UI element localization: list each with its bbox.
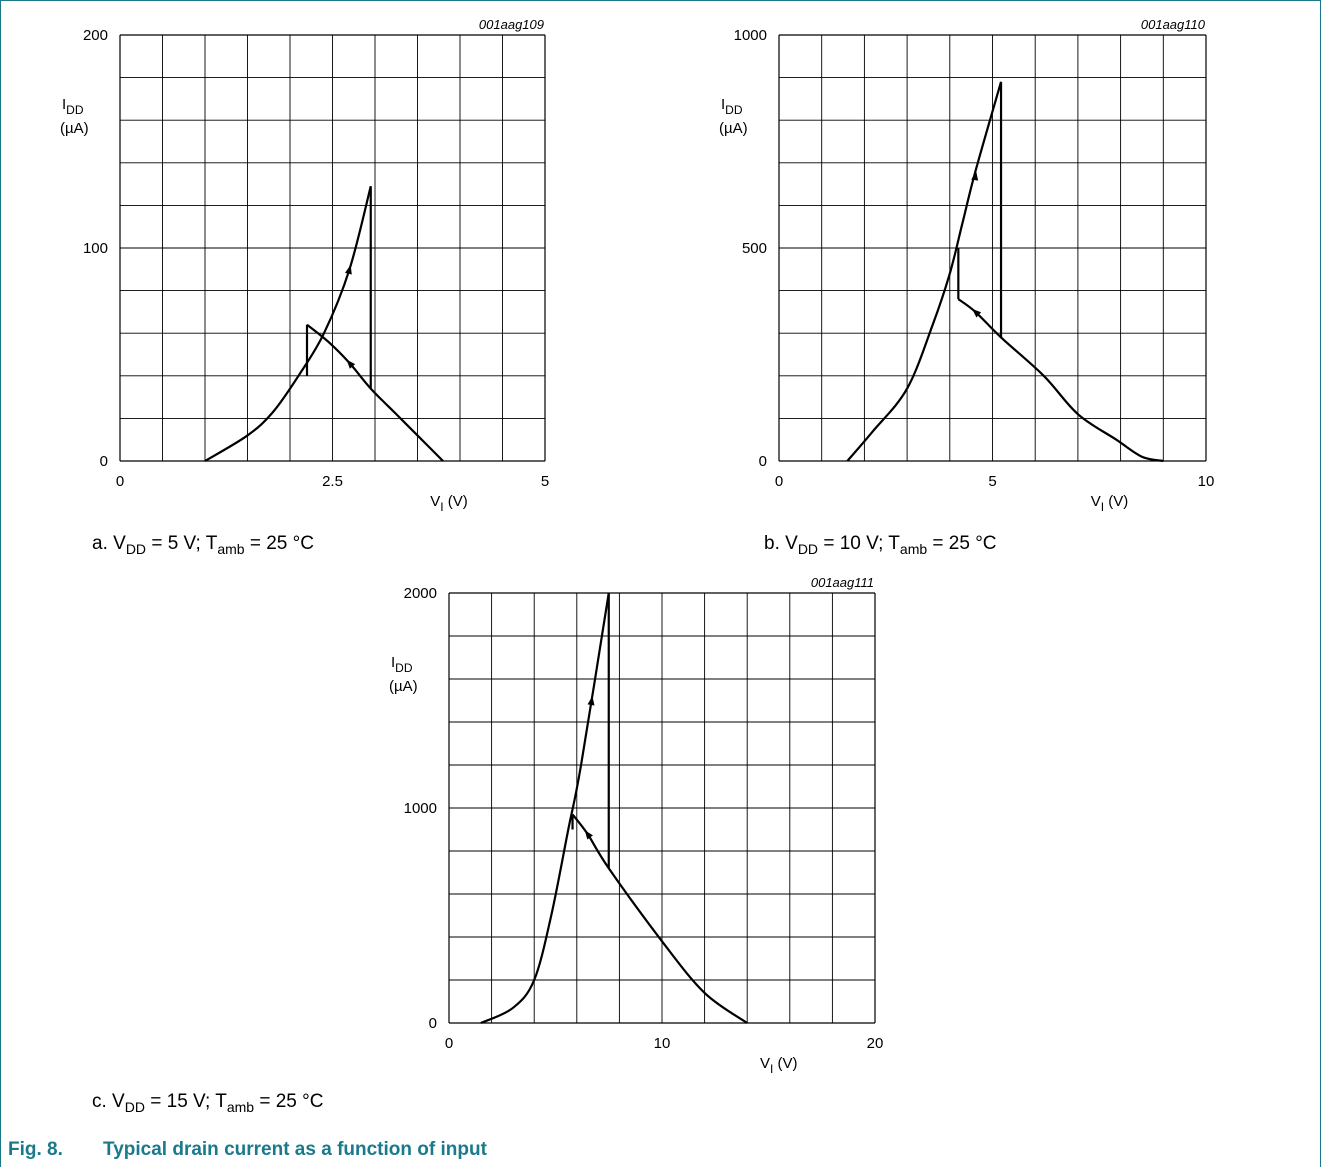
arrow-marker xyxy=(972,308,982,318)
y-axis-unit: (µA) xyxy=(719,120,748,137)
series-line xyxy=(480,592,610,1025)
arrow-marker xyxy=(971,171,979,181)
x-tick-label: 2.5 xyxy=(322,473,343,490)
chart-id: 001aag111 xyxy=(811,575,874,590)
x-tick-label: 0 xyxy=(116,473,124,490)
y-axis-label: IDD xyxy=(721,96,743,117)
y-axis-label: IDD xyxy=(62,96,84,117)
chart-a: 0 2.5 5 0 100 200 001aag109 IDD (µA) VI (V) xyxy=(60,17,549,514)
figure-title: Typical drain current as a function of i… xyxy=(103,1139,488,1160)
x-axis-label: VI (V) xyxy=(760,1055,798,1076)
y-tick-label: 1000 xyxy=(734,27,767,44)
y-tick-label: 1000 xyxy=(404,800,437,817)
x-axis-label: VI (V) xyxy=(430,493,468,514)
y-tick-label: 0 xyxy=(429,1015,437,1032)
arrow-marker xyxy=(587,696,595,706)
series-line xyxy=(306,323,444,462)
series-line xyxy=(846,81,1003,462)
x-tick-label: 5 xyxy=(988,473,996,490)
chart-id: 001aag109 xyxy=(479,17,544,32)
y-tick-label: 0 xyxy=(100,453,108,470)
series-line xyxy=(957,298,1164,463)
y-tick-label: 0 xyxy=(759,453,767,470)
y-tick-label: 200 xyxy=(83,27,108,44)
y-axis-label: IDD xyxy=(391,654,413,675)
y-tick-label: 2000 xyxy=(404,585,437,602)
caption-a: a. VDD = 5 V; Tamb = 25 °C xyxy=(92,533,314,557)
y-axis-unit: (µA) xyxy=(60,120,89,137)
caption-b: b. VDD = 10 V; Tamb = 25 °C xyxy=(764,533,997,557)
x-tick-label: 5 xyxy=(541,473,549,490)
x-axis-label: VI (V) xyxy=(1091,493,1129,514)
arrow-marker xyxy=(584,830,593,840)
x-tick-label: 20 xyxy=(867,1035,884,1052)
y-tick-label: 500 xyxy=(742,240,767,257)
series-line xyxy=(204,185,372,462)
caption-c: c. VDD = 15 V; Tamb = 25 °C xyxy=(92,1091,323,1115)
x-tick-label: 10 xyxy=(1198,473,1215,490)
chart-id: 001aag110 xyxy=(1141,17,1206,32)
figure-number: Fig. 8. xyxy=(8,1139,63,1160)
x-tick-label: 0 xyxy=(445,1035,453,1052)
chart-b: 0 5 10 0 500 1000 001aag110 IDD (µA) VI (V) xyxy=(719,17,1214,514)
y-axis-unit: (µA) xyxy=(389,678,418,695)
chart-c: 0 10 20 0 1000 2000 001aag111 IDD (µA) VI (V) xyxy=(389,575,883,1076)
x-tick-label: 0 xyxy=(775,473,783,490)
y-tick-label: 100 xyxy=(83,240,108,257)
x-tick-label: 10 xyxy=(654,1035,671,1052)
arrow-marker xyxy=(345,264,352,275)
arrow-marker xyxy=(346,359,356,369)
series-line xyxy=(571,813,748,1024)
